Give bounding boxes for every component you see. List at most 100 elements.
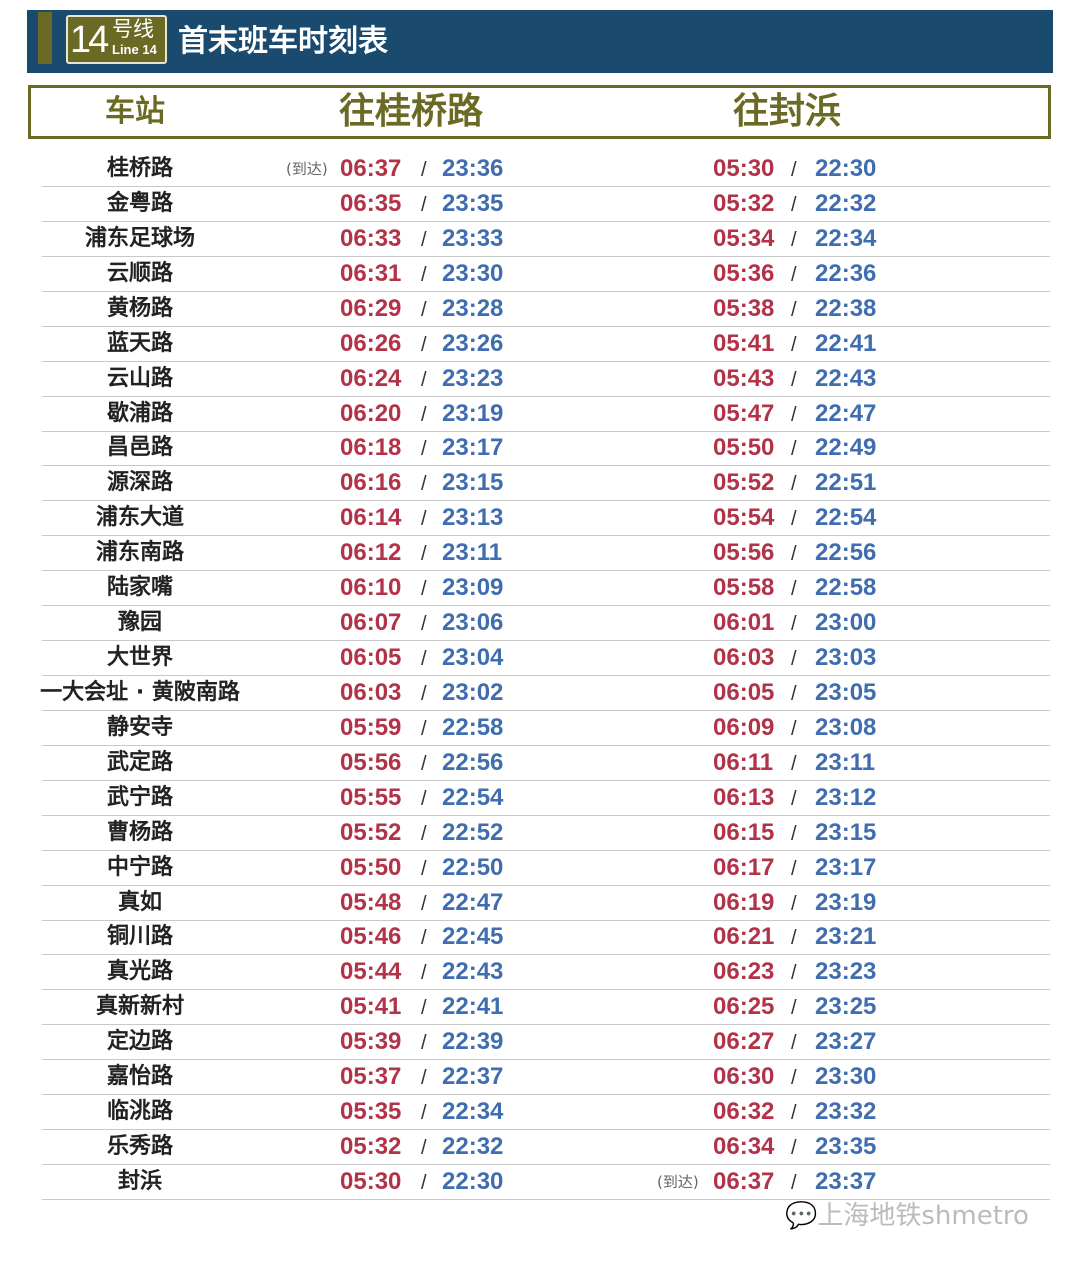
dir1-first-train: 06:37 <box>340 155 402 182</box>
station-name: 武定路 <box>106 749 173 775</box>
separator: / <box>421 473 427 496</box>
table-row: 豫园 06:07 / 23:06 06:01 / 23:00 <box>42 606 1050 642</box>
separator: / <box>421 1032 427 1055</box>
dir2-first-train: 06:30 <box>713 1063 775 1091</box>
separator: / <box>791 1067 797 1090</box>
dir1-first-train: 05:52 <box>340 818 402 846</box>
station-name: 桂桥路 <box>106 156 173 181</box>
table-row: 真光路 05:44 / 22:43 06:23 / 23:23 <box>42 955 1050 991</box>
watermark: 💬上海地铁shmetro <box>785 1198 1029 1234</box>
dir1-first-train: 06:14 <box>340 504 402 532</box>
separator: / <box>421 892 427 915</box>
dir1-first-train: 05:37 <box>340 1063 402 1091</box>
dir2-last-train: 22:47 <box>815 399 877 427</box>
dir1-first-train: 06:05 <box>340 644 402 672</box>
title-banner: 14 号线 Line 14 首末班车时刻表 <box>27 10 1053 73</box>
dir2-first-train: 06:13 <box>713 783 775 811</box>
dir1-first-train: 05:59 <box>340 713 402 741</box>
dir2-last-train: 23:11 <box>815 748 876 776</box>
separator: / <box>421 403 427 426</box>
dir2-first-train: 05:52 <box>713 469 775 497</box>
dir1-last-train: 22:58 <box>442 713 504 741</box>
dir2-last-train: 22:51 <box>815 469 877 497</box>
dir2-last-train: 23:15 <box>815 818 877 846</box>
separator: / <box>421 263 427 286</box>
table-row: 铜川路 05:46 / 22:45 06:21 / 23:21 <box>42 920 1050 956</box>
dir1-first-train: 06:31 <box>340 259 402 287</box>
separator: / <box>421 1067 427 1090</box>
dir1-last-train: 23:30 <box>442 259 504 287</box>
station-name: 蓝天路 <box>106 330 173 356</box>
dir2-first-train: 05:47 <box>713 399 775 427</box>
separator: / <box>791 787 797 810</box>
separator: / <box>421 752 427 775</box>
dir2-last-train: 23:32 <box>815 1098 877 1126</box>
separator: / <box>791 193 797 216</box>
dir1-last-train: 22:45 <box>442 923 504 951</box>
table-row: 武定路 05:56 / 22:56 06:11 / 23:11 <box>42 746 1050 781</box>
dir2-first-train: 05:36 <box>713 259 775 287</box>
dir1-last-train: 22:56 <box>442 748 504 776</box>
dir2-first-train: 06:11 <box>713 748 774 776</box>
table-row: 中宁路 05:50 / 22:50 06:17 / 23:17 <box>42 851 1050 886</box>
dir2-first-train: 06:19 <box>713 888 775 916</box>
dir1-last-train: 23:23 <box>442 364 504 392</box>
station-name: 乐秀路 <box>106 1134 173 1160</box>
dir2-last-train: 23:25 <box>815 993 877 1021</box>
dir1-first-train: 05:55 <box>340 783 402 811</box>
dir1-first-train: 05:46 <box>340 923 402 951</box>
separator: / <box>791 368 797 391</box>
separator: / <box>791 438 797 461</box>
line-zh: 号线 <box>112 17 154 41</box>
table-row: 大世界 06:05 / 23:04 06:03 / 23:03 <box>42 641 1050 677</box>
station-name: 豫园 <box>117 610 162 636</box>
table-row: 云山路 06:24 / 23:23 05:43 / 22:43 <box>42 362 1050 397</box>
station-name: 临洮路 <box>106 1099 173 1125</box>
dir2-last-train: 23:00 <box>815 609 877 637</box>
separator: / <box>421 822 427 845</box>
dir2-last-train: 23:30 <box>815 1063 877 1091</box>
station-name: 浦东南路 <box>95 540 184 566</box>
separator: / <box>421 997 427 1020</box>
dir1-last-train: 22:54 <box>442 783 504 811</box>
dir2-first-train: 05:58 <box>713 574 775 602</box>
dir2-last-train: 22:58 <box>815 574 877 602</box>
station-name: 金粤路 <box>106 190 173 216</box>
separator: / <box>421 682 427 705</box>
separator: / <box>791 682 797 705</box>
dir2-last-train: 23:05 <box>815 678 877 706</box>
dir1-last-train: 22:37 <box>442 1063 504 1091</box>
dir2-first-train: 06:03 <box>713 644 775 672</box>
dir1-last-train: 23:13 <box>442 504 504 532</box>
dir1-first-train: 06:26 <box>340 329 402 357</box>
dir1-last-train: 22:39 <box>442 1028 504 1056</box>
dir2-first-train: 05:30 <box>713 155 775 182</box>
dir2-first-train: 06:05 <box>713 678 775 706</box>
dir1-first-train: 05:44 <box>340 958 402 986</box>
dir1-first-train: 06:03 <box>340 678 402 706</box>
dir2-first-train: 06:37 <box>713 1167 775 1195</box>
dir1-first-train: 05:32 <box>340 1133 402 1161</box>
dir1-first-train: 05:41 <box>340 993 402 1021</box>
separator: / <box>421 228 427 251</box>
dir2-first-train: 06:23 <box>713 958 775 986</box>
dir1-first-train: 05:39 <box>340 1028 402 1056</box>
separator: / <box>791 927 797 950</box>
separator: / <box>791 159 797 181</box>
line-number: 14 <box>70 19 109 61</box>
station-name: 浦东足球场 <box>84 225 195 251</box>
separator: / <box>421 543 427 566</box>
table-row: 封浜 05:30 / 22:30 (到达) 06:37 / 23:37 <box>42 1165 1050 1200</box>
separator: / <box>791 473 797 496</box>
dir2-last-train: 23:27 <box>815 1028 877 1056</box>
separator: / <box>791 403 797 426</box>
separator: / <box>421 193 427 216</box>
station-name: 源深路 <box>106 470 173 496</box>
separator: / <box>791 857 797 880</box>
station-name: 武宁路 <box>106 784 173 810</box>
dir2-last-train: 22:30 <box>815 155 877 182</box>
station-name: 昌邑路 <box>106 435 173 461</box>
station-name: 铜川路 <box>106 924 173 950</box>
station-column-header: 车站 <box>105 94 165 129</box>
dir1-first-train: 06:35 <box>340 189 402 217</box>
